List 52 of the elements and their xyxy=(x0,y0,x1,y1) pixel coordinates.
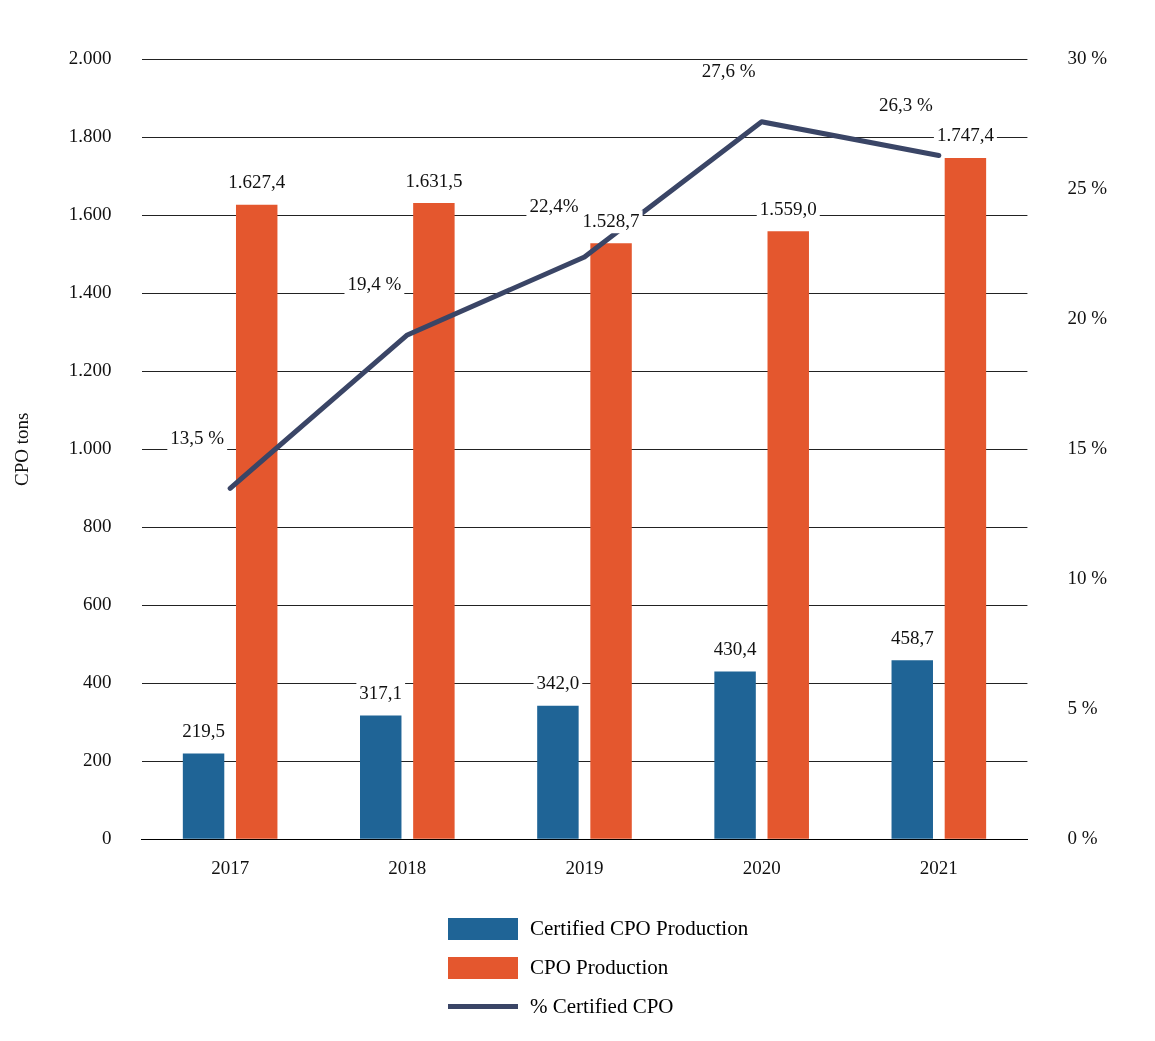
bar xyxy=(360,715,402,839)
data-label: 27,6 % xyxy=(701,60,756,82)
data-label: 13,5 % xyxy=(170,426,225,448)
x-tick-label: 2020 xyxy=(742,856,781,878)
data-label: 1.631,5 xyxy=(405,169,463,191)
y-tick-label: 1.200 xyxy=(68,359,112,381)
data-label: 1.559,0 xyxy=(759,197,817,219)
y-tick-label: 800 xyxy=(83,515,112,537)
data-label: 1.528,7 xyxy=(582,209,640,231)
y-tick-label: 200 xyxy=(83,749,112,771)
bar xyxy=(767,231,809,839)
data-label: 26,3 % xyxy=(879,94,934,116)
bar xyxy=(537,705,579,839)
bar xyxy=(714,671,756,839)
y-tick-label: 0 xyxy=(102,827,112,849)
data-label: 219,5 xyxy=(182,720,225,742)
data-label: 430,4 xyxy=(713,637,757,659)
y2-tick-label: 30 % xyxy=(1067,47,1108,69)
bar xyxy=(182,753,225,839)
data-label: 458,7 xyxy=(890,626,934,648)
data-label: 342,0 xyxy=(536,672,580,694)
y2-tick-label: 20 % xyxy=(1067,307,1108,329)
x-tick-label: 2018 xyxy=(388,856,427,878)
bar xyxy=(413,203,455,839)
bar xyxy=(235,204,278,839)
y2-tick-label: 5 % xyxy=(1067,697,1098,719)
x-tick-label: 2017 xyxy=(211,856,250,878)
y-tick-label: 2.000 xyxy=(68,47,112,69)
y-tick-label: 600 xyxy=(83,593,112,615)
data-label: 1.627,4 xyxy=(228,171,286,193)
bar xyxy=(891,660,933,839)
data-label: 19,4 % xyxy=(347,273,402,295)
bar xyxy=(590,243,632,839)
legend-label: Certified CPO Production xyxy=(530,916,749,941)
data-label: 1.747,4 xyxy=(936,124,995,146)
legend-label: % Certified CPO xyxy=(530,994,674,1019)
x-tick-label: 2021 xyxy=(919,856,958,878)
y-tick-label: 1.600 xyxy=(68,203,112,225)
data-label: 22,4% xyxy=(529,195,579,217)
y2-tick-label: 0 % xyxy=(1067,827,1098,849)
data-label: 317,1 xyxy=(359,682,403,704)
y-axis-title: CPO tons xyxy=(11,412,33,486)
y2-tick-label: 15 % xyxy=(1067,437,1108,459)
legend-label: CPO Production xyxy=(530,955,669,980)
y2-tick-label: 25 % xyxy=(1067,177,1108,199)
bar xyxy=(944,157,987,839)
x-tick-label: 2019 xyxy=(565,856,604,878)
y2-tick-label: 10 % xyxy=(1067,567,1108,589)
y-tick-label: 1.000 xyxy=(68,437,112,459)
y-tick-label: 1.400 xyxy=(68,281,112,303)
y-tick-label: 1.800 xyxy=(68,125,112,147)
y-tick-label: 400 xyxy=(83,671,112,693)
